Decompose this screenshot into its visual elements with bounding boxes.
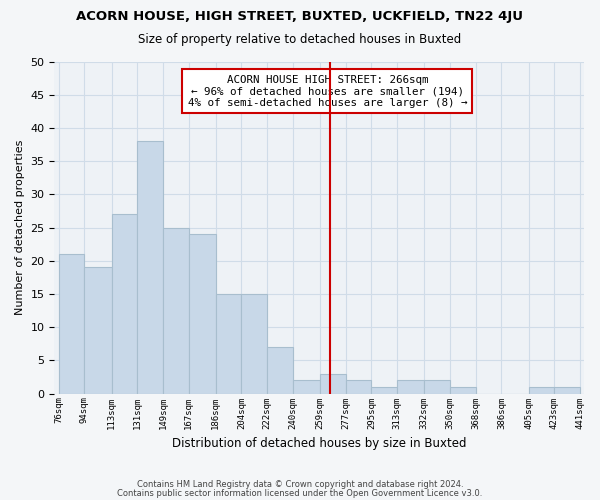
Text: Size of property relative to detached houses in Buxted: Size of property relative to detached ho…	[139, 32, 461, 46]
Text: Contains HM Land Registry data © Crown copyright and database right 2024.: Contains HM Land Registry data © Crown c…	[137, 480, 463, 489]
Bar	[112, 214, 137, 394]
Bar	[320, 374, 346, 394]
Bar	[137, 141, 163, 394]
Bar	[85, 268, 112, 394]
Bar	[529, 387, 554, 394]
X-axis label: Distribution of detached houses by size in Buxted: Distribution of detached houses by size …	[172, 437, 467, 450]
Bar	[397, 380, 424, 394]
Bar	[241, 294, 267, 394]
Bar	[188, 234, 216, 394]
Bar	[216, 294, 241, 394]
Bar	[554, 387, 580, 394]
Bar	[59, 254, 85, 394]
Text: ACORN HOUSE, HIGH STREET, BUXTED, UCKFIELD, TN22 4JU: ACORN HOUSE, HIGH STREET, BUXTED, UCKFIE…	[77, 10, 523, 23]
Bar	[371, 387, 397, 394]
Bar	[346, 380, 371, 394]
Bar	[293, 380, 320, 394]
Bar	[424, 380, 450, 394]
Bar	[450, 387, 476, 394]
Text: Contains public sector information licensed under the Open Government Licence v3: Contains public sector information licen…	[118, 490, 482, 498]
Y-axis label: Number of detached properties: Number of detached properties	[15, 140, 25, 316]
Bar	[267, 347, 293, 394]
Text: ACORN HOUSE HIGH STREET: 266sqm
← 96% of detached houses are smaller (194)
4% of: ACORN HOUSE HIGH STREET: 266sqm ← 96% of…	[188, 75, 467, 108]
Bar	[163, 228, 188, 394]
